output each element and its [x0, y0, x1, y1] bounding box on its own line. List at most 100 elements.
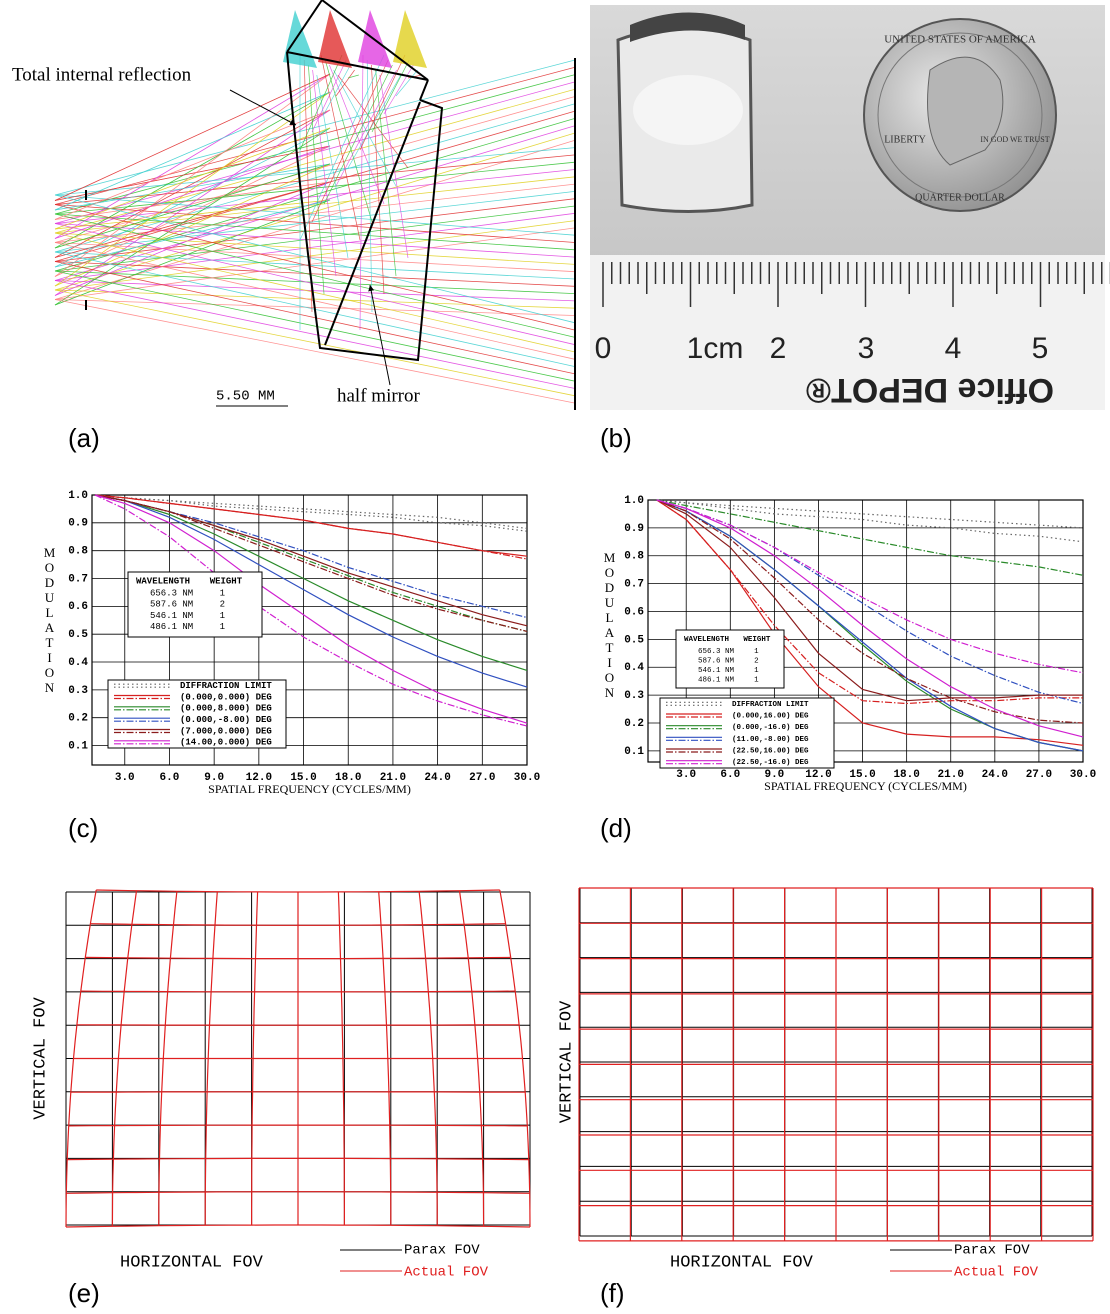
ray	[54, 205, 576, 272]
table-header: WAVELENGTH	[136, 576, 190, 586]
ray	[54, 198, 576, 262]
ray	[54, 74, 576, 215]
legend-label: (0.000,16.00) DEG	[732, 712, 809, 720]
x-tick-label: 3.0	[676, 769, 696, 781]
x-tick-label: 27.0	[469, 772, 495, 784]
y-tick-label: 0.8	[68, 546, 88, 558]
ray	[359, 54, 406, 151]
panel-label: (e)	[68, 1278, 100, 1308]
ruler-label: 0	[595, 332, 612, 365]
ruler-label: 1cm	[687, 332, 744, 365]
ray	[54, 280, 576, 302]
ray	[54, 204, 576, 331]
y-tick-label: 0.4	[68, 657, 88, 669]
ray	[54, 242, 576, 360]
ray	[54, 299, 576, 404]
table-cell: 1	[220, 622, 225, 632]
mtf-curve	[656, 499, 1084, 576]
ray	[54, 232, 576, 353]
actual-line	[418, 891, 438, 1226]
ray	[54, 213, 576, 338]
mtf-curve	[94, 494, 528, 727]
ray	[347, 74, 359, 79]
ray	[54, 181, 331, 258]
table-cell: 1	[754, 648, 759, 656]
ray	[54, 223, 576, 346]
y-axis-label: MODULATION	[42, 545, 57, 695]
table-cell: 1	[754, 676, 759, 684]
ray	[54, 199, 331, 268]
y-tick-label: 0.6	[68, 601, 88, 613]
actual-line	[68, 1124, 528, 1127]
ray	[54, 212, 576, 281]
prism-top	[630, 12, 745, 42]
actual-line	[378, 891, 392, 1226]
mtf-curve	[94, 494, 528, 671]
legend-label: DIFFRACTION LIMIT	[180, 681, 272, 691]
legend-label: (22.50,16.00) DEG	[732, 747, 809, 755]
x-tick-label: 12.0	[805, 769, 831, 781]
ray	[308, 64, 325, 295]
x-tick-label: 15.0	[290, 772, 316, 784]
y-tick-label: 0.2	[624, 718, 644, 730]
ruler-label: 3	[858, 332, 875, 365]
table-cell: 1	[220, 611, 225, 621]
y-tick-label: 0.1	[624, 746, 644, 758]
x-tick-label: 15.0	[849, 769, 875, 781]
ray	[54, 191, 576, 253]
ray	[383, 64, 414, 115]
ray	[54, 91, 331, 211]
ray	[371, 64, 385, 295]
mtf-curve	[94, 494, 528, 619]
ray	[323, 64, 393, 205]
actual-line	[499, 889, 531, 1228]
ray	[54, 270, 576, 382]
coin-text: QUARTER DOLLAR	[915, 192, 1005, 203]
legend-label: Parax FOV	[954, 1243, 1030, 1259]
ray	[54, 280, 576, 389]
x-axis-label: SPATIAL FREQUENCY (CYCLES/MM)	[764, 779, 967, 793]
annotation: half mirror	[337, 385, 421, 406]
ray	[54, 261, 576, 287]
leader	[229, 89, 297, 126]
ray	[54, 223, 576, 258]
y-tick-label: 1.0	[68, 490, 88, 502]
ruler-ticks: 0 1cm 2 3 4 5 Office DEPOT® UNITED STATES OF AM…	[595, 34, 1110, 409]
ray	[54, 109, 331, 258]
panel-label: (b)	[600, 423, 632, 453]
mtf-curve	[656, 499, 1083, 705]
actual-line	[337, 891, 345, 1226]
table-cell: 546.1 NM	[698, 667, 735, 675]
mtf-curve	[656, 499, 1084, 529]
ray	[333, 69, 397, 187]
ray	[335, 69, 397, 187]
ruler-label: 4	[945, 332, 962, 365]
ray	[54, 220, 576, 291]
ray	[54, 169, 576, 224]
ray	[299, 54, 343, 151]
coin-text: IN GOD WE TRUST	[980, 135, 1049, 144]
coin-rim	[877, 32, 1043, 198]
ray	[54, 183, 576, 243]
ray	[54, 242, 576, 273]
x-tick-label: 9.0	[764, 769, 784, 781]
panel-label: (c)	[68, 813, 98, 843]
x-tick-label: 12.0	[246, 772, 272, 784]
mtf-curve	[656, 499, 1084, 705]
table-cell: 546.1 NM	[150, 611, 193, 621]
table-cell: 656.3 NM	[698, 648, 735, 656]
mtf-curve	[656, 499, 1084, 543]
ray	[337, 74, 409, 169]
ray	[54, 145, 331, 201]
y-tick-label: 1.0	[624, 495, 644, 507]
ray	[54, 73, 331, 277]
ray	[54, 81, 576, 224]
distortion-grids: HORIZONTAL FOV VERTICAL FOV Parax FOV Actua…	[31, 887, 1094, 1281]
table-cell: 2	[220, 600, 225, 610]
ray	[54, 139, 576, 300]
ray	[54, 109, 331, 296]
table-cell: 656.3 NM	[150, 588, 193, 598]
scale-bar: 5.50 MM	[216, 389, 275, 405]
